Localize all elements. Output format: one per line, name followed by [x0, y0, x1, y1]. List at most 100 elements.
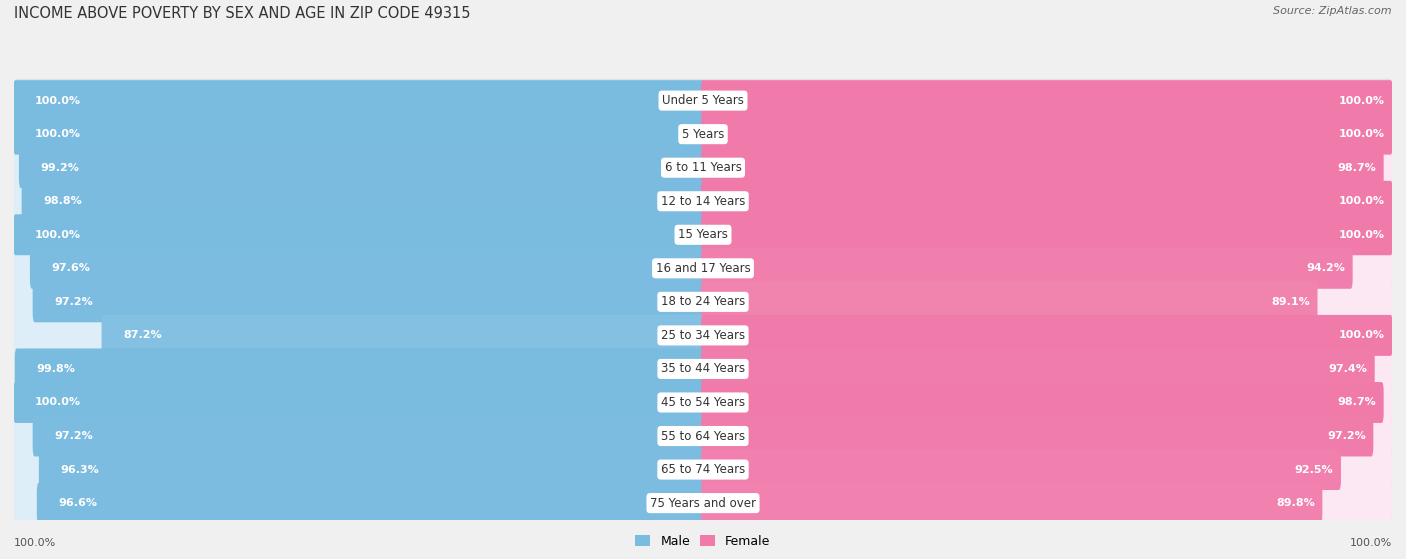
Text: 96.3%: 96.3% — [60, 465, 98, 475]
FancyBboxPatch shape — [702, 181, 1392, 222]
FancyBboxPatch shape — [702, 348, 1375, 390]
Text: Under 5 Years: Under 5 Years — [662, 94, 744, 107]
Text: 16 and 17 Years: 16 and 17 Years — [655, 262, 751, 275]
FancyBboxPatch shape — [702, 449, 1341, 490]
Legend: Male, Female: Male, Female — [630, 530, 776, 553]
FancyBboxPatch shape — [14, 280, 1392, 324]
Text: 45 to 54 Years: 45 to 54 Years — [661, 396, 745, 409]
FancyBboxPatch shape — [14, 80, 704, 121]
FancyBboxPatch shape — [101, 315, 704, 356]
FancyBboxPatch shape — [14, 247, 1392, 290]
FancyBboxPatch shape — [14, 179, 1392, 223]
FancyBboxPatch shape — [14, 248, 704, 289]
FancyBboxPatch shape — [702, 214, 1392, 255]
Text: 15 Years: 15 Years — [678, 228, 728, 241]
Text: 100.0%: 100.0% — [35, 230, 80, 240]
FancyBboxPatch shape — [702, 181, 1392, 222]
Text: 6 to 11 Years: 6 to 11 Years — [665, 161, 741, 174]
FancyBboxPatch shape — [14, 80, 704, 121]
Text: 100.0%: 100.0% — [1339, 330, 1385, 340]
FancyBboxPatch shape — [14, 382, 704, 423]
FancyBboxPatch shape — [702, 348, 1392, 390]
Text: 97.2%: 97.2% — [53, 431, 93, 441]
Text: 75 Years and over: 75 Years and over — [650, 496, 756, 510]
FancyBboxPatch shape — [32, 281, 704, 323]
Text: 100.0%: 100.0% — [1339, 96, 1385, 106]
FancyBboxPatch shape — [14, 314, 1392, 357]
Text: 87.2%: 87.2% — [122, 330, 162, 340]
FancyBboxPatch shape — [702, 214, 1392, 255]
Text: 65 to 74 Years: 65 to 74 Years — [661, 463, 745, 476]
Text: 25 to 34 Years: 25 to 34 Years — [661, 329, 745, 342]
Text: 99.8%: 99.8% — [37, 364, 75, 374]
Text: 97.4%: 97.4% — [1329, 364, 1367, 374]
FancyBboxPatch shape — [14, 449, 704, 490]
Text: 100.0%: 100.0% — [1339, 230, 1385, 240]
FancyBboxPatch shape — [702, 482, 1392, 524]
FancyBboxPatch shape — [702, 382, 1392, 423]
Text: 89.8%: 89.8% — [1277, 498, 1315, 508]
Text: 98.7%: 98.7% — [1337, 397, 1376, 408]
Text: 5 Years: 5 Years — [682, 127, 724, 141]
FancyBboxPatch shape — [14, 448, 1392, 491]
FancyBboxPatch shape — [702, 248, 1353, 289]
FancyBboxPatch shape — [14, 347, 1392, 391]
FancyBboxPatch shape — [702, 113, 1392, 155]
FancyBboxPatch shape — [702, 113, 1392, 155]
Text: 35 to 44 Years: 35 to 44 Years — [661, 362, 745, 376]
FancyBboxPatch shape — [14, 79, 1392, 122]
Text: 55 to 64 Years: 55 to 64 Years — [661, 429, 745, 443]
Text: 98.7%: 98.7% — [1337, 163, 1376, 173]
FancyBboxPatch shape — [21, 181, 704, 222]
FancyBboxPatch shape — [14, 281, 704, 323]
FancyBboxPatch shape — [702, 281, 1392, 323]
FancyBboxPatch shape — [14, 113, 704, 155]
Text: 100.0%: 100.0% — [35, 96, 80, 106]
FancyBboxPatch shape — [702, 415, 1392, 457]
FancyBboxPatch shape — [702, 147, 1392, 188]
FancyBboxPatch shape — [14, 382, 704, 423]
FancyBboxPatch shape — [702, 315, 1392, 356]
Text: 99.2%: 99.2% — [41, 163, 79, 173]
FancyBboxPatch shape — [14, 112, 1392, 156]
FancyBboxPatch shape — [18, 147, 704, 188]
Text: 96.6%: 96.6% — [58, 498, 97, 508]
Text: 100.0%: 100.0% — [1350, 538, 1392, 548]
FancyBboxPatch shape — [14, 181, 704, 222]
Text: 97.2%: 97.2% — [1327, 431, 1365, 441]
FancyBboxPatch shape — [702, 415, 1374, 457]
FancyBboxPatch shape — [14, 315, 704, 356]
Text: 18 to 24 Years: 18 to 24 Years — [661, 295, 745, 309]
Text: 100.0%: 100.0% — [1339, 196, 1385, 206]
Text: 97.6%: 97.6% — [51, 263, 90, 273]
FancyBboxPatch shape — [14, 213, 1392, 257]
FancyBboxPatch shape — [14, 414, 1392, 458]
FancyBboxPatch shape — [702, 80, 1392, 121]
Text: 92.5%: 92.5% — [1295, 465, 1333, 475]
FancyBboxPatch shape — [702, 315, 1392, 356]
FancyBboxPatch shape — [14, 415, 704, 457]
FancyBboxPatch shape — [702, 80, 1392, 121]
FancyBboxPatch shape — [702, 382, 1384, 423]
FancyBboxPatch shape — [30, 248, 704, 289]
FancyBboxPatch shape — [14, 482, 704, 524]
Text: INCOME ABOVE POVERTY BY SEX AND AGE IN ZIP CODE 49315: INCOME ABOVE POVERTY BY SEX AND AGE IN Z… — [14, 6, 471, 21]
FancyBboxPatch shape — [39, 449, 704, 490]
FancyBboxPatch shape — [702, 449, 1392, 490]
FancyBboxPatch shape — [14, 348, 704, 390]
Text: 100.0%: 100.0% — [1339, 129, 1385, 139]
FancyBboxPatch shape — [14, 146, 1392, 190]
FancyBboxPatch shape — [14, 481, 1392, 525]
FancyBboxPatch shape — [702, 248, 1392, 289]
FancyBboxPatch shape — [14, 147, 704, 188]
Text: 94.2%: 94.2% — [1306, 263, 1346, 273]
Text: 100.0%: 100.0% — [14, 538, 56, 548]
Text: Source: ZipAtlas.com: Source: ZipAtlas.com — [1274, 6, 1392, 16]
Text: 12 to 14 Years: 12 to 14 Years — [661, 195, 745, 208]
FancyBboxPatch shape — [14, 348, 704, 390]
Text: 100.0%: 100.0% — [35, 129, 80, 139]
FancyBboxPatch shape — [702, 482, 1323, 524]
FancyBboxPatch shape — [14, 381, 1392, 424]
FancyBboxPatch shape — [702, 147, 1384, 188]
FancyBboxPatch shape — [32, 415, 704, 457]
